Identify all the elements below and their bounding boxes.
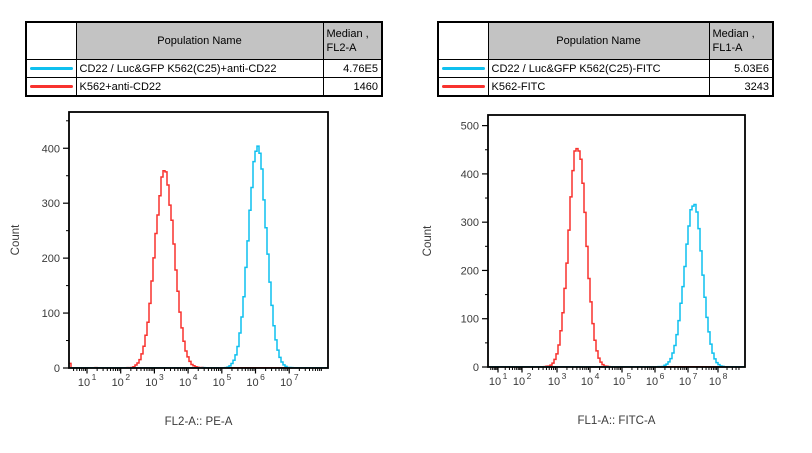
population-name-header: Population Name — [487, 21, 710, 60]
x-axis-title: FL2-A:: PE-A — [165, 416, 233, 428]
x-tick-label: 10 — [489, 376, 501, 388]
x-tick-exponent: 6 — [260, 372, 265, 382]
x-tick-label: 10 — [513, 376, 525, 388]
x-tick-label: 10 — [548, 376, 560, 388]
plot-frame — [68, 111, 329, 369]
plot-frame — [487, 114, 746, 368]
x-tick-exponent: 5 — [627, 371, 632, 381]
x-tick-exponent: 1 — [503, 371, 508, 381]
x-tick-label: 10 — [679, 376, 691, 388]
population-name-header: Population Name — [75, 21, 324, 60]
swatch-cell — [437, 59, 489, 78]
swatch-cell — [25, 77, 77, 97]
legend-table-left[interactable]: Population Name Median , FL2-A CD22 / Lu… — [25, 21, 383, 97]
population-color-swatch — [442, 67, 485, 70]
x-tick-exponent: 5 — [226, 372, 231, 382]
histogram-curve-red — [69, 170, 328, 369]
y-tick-label: 500 — [461, 121, 479, 133]
y-tick-label: 0 — [473, 362, 479, 374]
median-value-cell: 4.76E5 — [322, 59, 383, 78]
histogram-curve-cyan — [69, 145, 328, 369]
x-tick-exponent: 1 — [92, 372, 97, 382]
x-tick-exponent: 8 — [723, 371, 728, 381]
x-tick-exponent: 3 — [159, 372, 164, 382]
median-value-cell: 5.03E6 — [708, 59, 774, 78]
y-tick-label: 400 — [42, 143, 60, 155]
y-tick-label: 200 — [461, 265, 479, 277]
legend-header-row: Population Name Median , FL2-A — [25, 21, 383, 60]
x-axis-title: FL1-A:: FITC-A — [578, 415, 656, 427]
x-tick-exponent: 2 — [125, 372, 130, 382]
median-value-cell: 3243 — [708, 77, 774, 97]
median-header: Median , FL2-A — [322, 21, 383, 60]
table-row: CD22 / Luc&GFP K562(C25)-FITC 5.03E6 — [437, 59, 774, 78]
x-tick-exponent: 2 — [527, 371, 532, 381]
median-value-cell: 1460 — [322, 77, 383, 97]
median-header-line2: FL1-A — [712, 42, 743, 54]
x-tick-exponent: 6 — [660, 371, 665, 381]
swatch-column-header — [437, 21, 489, 60]
x-tick-label: 10 — [112, 377, 124, 389]
median-header-line2: FL2-A — [326, 42, 357, 54]
x-tick-label: 10 — [246, 377, 258, 389]
legend-table-right[interactable]: Population Name Median , FL1-A CD22 / Lu… — [437, 21, 774, 97]
x-tick-label: 10 — [646, 376, 658, 388]
median-header: Median , FL1-A — [708, 21, 774, 60]
table-row: K562-FITC 3243 — [437, 77, 774, 97]
population-color-swatch — [30, 85, 73, 88]
x-tick-label: 10 — [280, 377, 292, 389]
histogram-curve-cyan — [488, 203, 745, 368]
histogram-curve-red — [488, 147, 745, 368]
y-axis: 0 100 200 300 400 — [42, 120, 69, 375]
y-tick-label: 0 — [54, 363, 60, 375]
swatch-cell — [25, 59, 77, 78]
y-tick-label: 400 — [461, 169, 479, 181]
x-tick-label: 10 — [145, 377, 157, 389]
population-name-cell: CD22 / Luc&GFP K562(C25)-FITC — [487, 59, 710, 78]
x-tick-label: 10 — [709, 376, 721, 388]
x-tick-label: 10 — [78, 377, 90, 389]
x-tick-exponent: 3 — [562, 371, 567, 381]
population-name-cell: K562-FITC — [487, 77, 710, 97]
x-tick-label: 10 — [213, 377, 225, 389]
population-color-swatch — [30, 67, 73, 70]
y-tick-label: 300 — [461, 217, 479, 229]
y-tick-label: 200 — [42, 253, 60, 265]
median-header-line1: Median , — [712, 28, 755, 40]
y-axis: 0 100 200 300 400 500 — [461, 121, 488, 374]
x-tick-exponent: 4 — [193, 372, 198, 382]
swatch-cell — [437, 77, 489, 97]
x-tick-exponent: 4 — [595, 371, 600, 381]
y-tick-label: 300 — [42, 198, 60, 210]
x-axis: 10 1 10 2 10 3 10 4 10 5 10 6 10 7 — [73, 368, 322, 389]
x-tick-exponent: 7 — [693, 371, 698, 381]
y-tick-label: 100 — [461, 314, 479, 326]
y-axis-title: Count — [422, 225, 434, 256]
table-row: CD22 / Luc&GFP K562(C25)+anti-CD22 4.76E… — [25, 59, 383, 78]
population-name-cell: CD22 / Luc&GFP K562(C25)+anti-CD22 — [75, 59, 324, 78]
x-axis: 10 1 10 2 10 3 10 4 10 5 10 6 10 7 10 8 — [489, 367, 740, 388]
x-tick-label: 10 — [581, 376, 593, 388]
population-name-cell: K562+anti-CD22 — [75, 77, 324, 97]
y-axis-title: Count — [10, 224, 22, 255]
x-tick-label: 10 — [613, 376, 625, 388]
y-tick-label: 100 — [42, 308, 60, 320]
legend-header-row: Population Name Median , FL1-A — [437, 21, 774, 60]
table-row: K562+anti-CD22 1460 — [25, 77, 383, 97]
population-color-swatch — [442, 85, 485, 88]
x-tick-label: 10 — [179, 377, 191, 389]
median-header-line1: Median , — [326, 28, 369, 40]
swatch-column-header — [25, 21, 77, 60]
x-tick-exponent: 7 — [294, 372, 299, 382]
